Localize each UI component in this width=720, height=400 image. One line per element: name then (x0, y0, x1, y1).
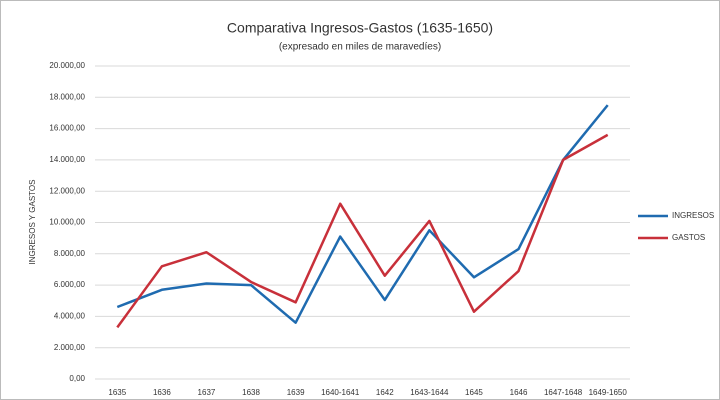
legend-label: INGRESOS (672, 211, 714, 220)
series-line (116, 104, 609, 324)
x-tick-label: 1645 (465, 388, 483, 397)
x-tick-label: 1646 (510, 388, 528, 397)
x-tick-label: 1642 (376, 388, 394, 397)
x-tick-label: 1635 (108, 388, 126, 397)
y-tick-label: 14.000,00 (49, 155, 85, 164)
chart-title: Comparativa Ingresos-Gastos (1635-1650) (227, 20, 493, 36)
y-tick-label: 12.000,00 (49, 186, 85, 195)
y-tick-label: 16.000,00 (49, 124, 85, 133)
y-tick-label: 18.000,00 (49, 92, 85, 101)
chart-subtitle: (expresado en miles de maravedíes) (279, 42, 441, 53)
series-line (116, 133, 609, 329)
legend-label: GASTOS (672, 233, 705, 242)
x-tick-label: 1639 (287, 388, 305, 397)
x-tick-label: 1637 (198, 388, 216, 397)
x-tick-label: 1647-1648 (544, 388, 583, 397)
y-tick-label: 8.000,00 (54, 249, 86, 258)
y-tick-label: 2.000,00 (54, 343, 86, 352)
y-tick-label: 0,00 (69, 374, 85, 383)
x-tick-label: 1636 (153, 388, 171, 397)
y-tick-label: 20.000,00 (49, 61, 85, 70)
x-tick-label: 1649-1650 (589, 388, 628, 397)
y-tick-label: 4.000,00 (54, 312, 86, 321)
y-tick-label: 10.000,00 (49, 218, 85, 227)
y-tick-label: 6.000,00 (54, 280, 86, 289)
x-tick-label: 1638 (242, 388, 260, 397)
x-tick-label: 1643-1644 (410, 388, 449, 397)
x-tick-label: 1640-1641 (321, 388, 360, 397)
y-axis-label: INGRESOS Y GASTOS (28, 180, 37, 265)
